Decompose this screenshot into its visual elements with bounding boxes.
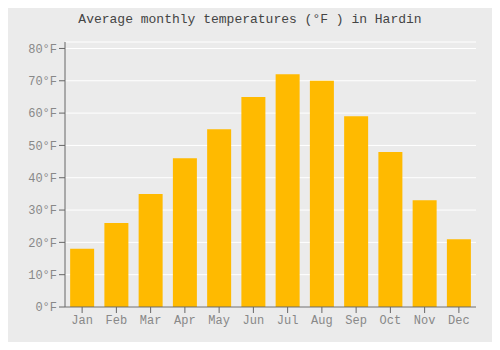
svg-text:May: May (208, 314, 230, 328)
svg-text:20°F: 20°F (28, 237, 57, 251)
html-text:Average monthly temperatures (: Average monthly temperatures (°F ) in Ha… (78, 12, 422, 27)
svg-text:Apr: Apr (174, 314, 196, 328)
svg-text:Jun: Jun (243, 314, 265, 328)
svg-text:Feb: Feb (106, 314, 128, 328)
svg-text:Dec: Dec (448, 314, 470, 328)
svg-text:60°F: 60°F (28, 107, 57, 121)
svg-text:80°F: 80°F (28, 43, 57, 57)
svg-text:10°F: 10°F (28, 269, 57, 283)
svg-text:0°F: 0°F (35, 301, 57, 315)
svg-text:70°F: 70°F (28, 75, 57, 89)
svg-text:Jan: Jan (71, 314, 93, 328)
svg-text:40°F: 40°F (28, 172, 57, 186)
svg-text:Nov: Nov (414, 314, 436, 328)
svg-text:Mar: Mar (140, 314, 162, 328)
svg-text:Sep: Sep (345, 314, 367, 328)
svg-text:30°F: 30°F (28, 204, 57, 218)
svg-text:50°F: 50°F (28, 140, 57, 154)
svg-text:Jul: Jul (277, 314, 299, 328)
svg-text:Oct: Oct (380, 314, 402, 328)
svg-text:Aug: Aug (311, 314, 333, 328)
